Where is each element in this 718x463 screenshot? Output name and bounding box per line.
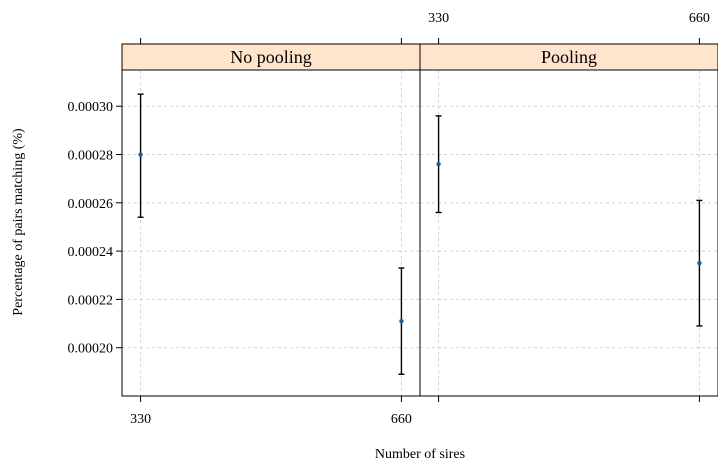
- strip-title-2: Pooling: [541, 47, 597, 67]
- strip-1: [121, 43, 421, 71]
- data-marks: [137, 93, 703, 375]
- x-tick-label-bottom-1: 330: [130, 412, 151, 427]
- y-tick-label-3: 0.00024: [68, 245, 114, 260]
- data-point-2-1: [436, 161, 441, 167]
- data-point-2-2: [697, 260, 702, 266]
- data-point-1-1: [138, 152, 143, 157]
- y-tick-label-2: 0.00022: [68, 293, 114, 308]
- panel-strips: No pooling Pooling: [121, 43, 718, 71]
- axes: 0.00020 0.00022 0.00024 0.00026 0.00028 0.000…: [68, 11, 710, 427]
- y-tick-label-5: 0.00028: [68, 149, 114, 164]
- x-tick-label-top-1: 330: [428, 11, 449, 26]
- y-axis-label: Percentage of pairs matching (%): [11, 128, 26, 316]
- strip-title-1: No pooling: [230, 47, 312, 67]
- panel-frame-1: [121, 43, 421, 397]
- data-point-1-2: [399, 318, 404, 324]
- panel-frames: [121, 43, 718, 397]
- x-tick-label-bottom-2: 660: [391, 412, 412, 427]
- panel-frame-2: [419, 43, 718, 397]
- y-tick-label-4: 0.00026: [68, 197, 114, 212]
- y-tick-label-1: 0.00020: [68, 342, 114, 357]
- y-tick-label-6: 0.00030: [68, 100, 114, 115]
- x-tick-label-top-2: 660: [689, 11, 710, 26]
- x-axis-label: Number of sires: [375, 447, 465, 462]
